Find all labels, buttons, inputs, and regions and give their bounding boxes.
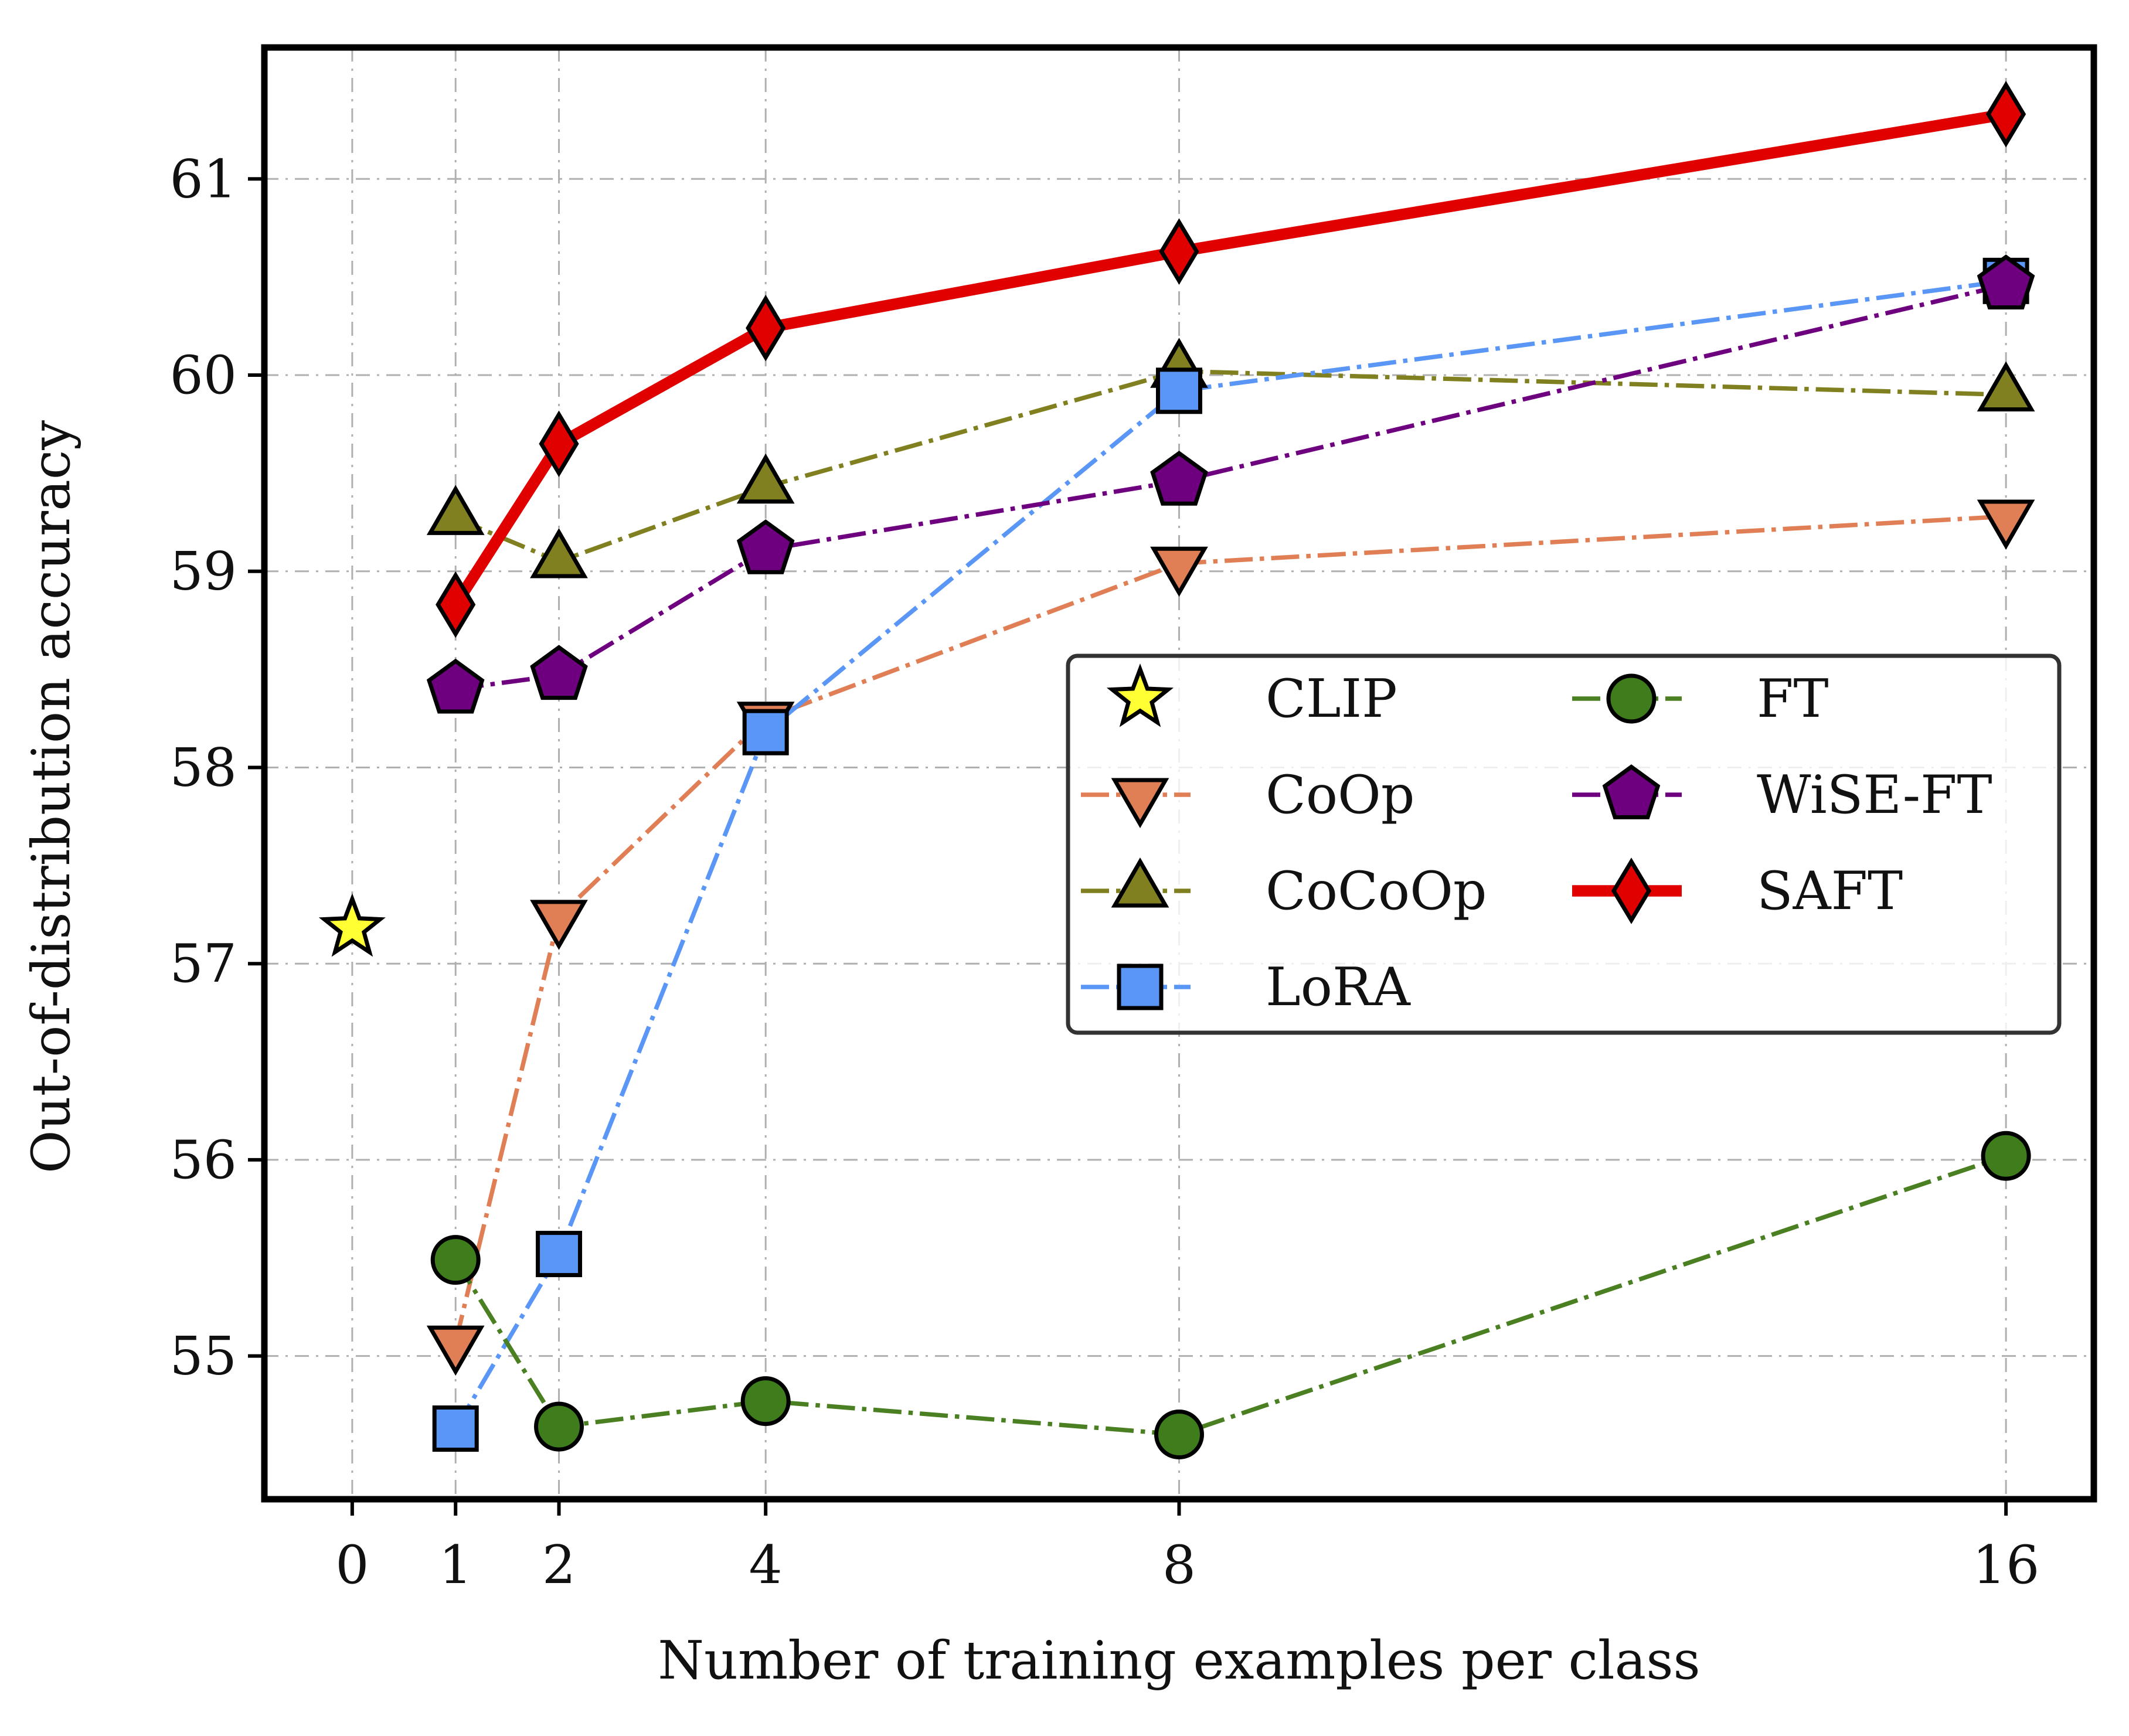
- data-point-wise-ft: [426, 658, 485, 714]
- series-line-cocoop: [454, 369, 2006, 564]
- legend-marker-coop: [1111, 778, 1169, 829]
- x-tick-label: 2: [542, 1534, 576, 1596]
- data-point-lora: [432, 1405, 479, 1452]
- data-point-cocoop: [736, 453, 795, 504]
- x-tick-label: 4: [749, 1534, 783, 1596]
- y-tick-label: 60: [169, 345, 237, 406]
- data-point-saft: [1159, 218, 1199, 285]
- y-tick-label: 57: [169, 933, 237, 995]
- data-point-ft: [534, 1401, 584, 1452]
- legend-label-wise-ft: WiSE-FT: [1757, 764, 1992, 826]
- data-point-wise-ft: [1977, 254, 2035, 309]
- x-tick-label: 16: [1972, 1534, 2040, 1596]
- data-point-coop: [530, 900, 588, 950]
- legend-label-coop: CoOp: [1266, 764, 1414, 826]
- data-point-lora: [1156, 367, 1202, 414]
- legend-label-saft: SAFT: [1757, 860, 1903, 922]
- data-point-saft: [539, 410, 579, 478]
- data-point-wise-ft: [1150, 450, 1208, 506]
- legend-marker-wise-ft: [1602, 764, 1661, 819]
- legend-label-ft: FT: [1757, 668, 1828, 730]
- legend-box: [1066, 653, 2062, 1035]
- data-point-cocoop: [530, 527, 588, 578]
- x-tick-label: 1: [439, 1534, 472, 1596]
- legend-label-cocoop: CoCoOp: [1266, 860, 1487, 922]
- y-axis-ticks: 55 56 57 58 59 60 61: [169, 148, 264, 1387]
- y-tick-label: 61: [169, 148, 237, 210]
- legend-marker-saft: [1611, 857, 1652, 924]
- data-point-ft: [740, 1376, 791, 1427]
- data-point-ft: [1154, 1410, 1204, 1460]
- legend-marker-clip: [1106, 663, 1174, 727]
- legend-label-lora: LoRA: [1266, 956, 1411, 1018]
- series-markers: [318, 80, 2035, 1460]
- data-point-coop: [1977, 499, 2035, 550]
- legend-label-clip: CLIP: [1266, 668, 1397, 730]
- x-tick-label: 0: [335, 1534, 369, 1596]
- data-point-clip: [318, 893, 386, 957]
- y-tick-label: 56: [169, 1129, 237, 1191]
- legend-marker-cocoop: [1111, 857, 1169, 908]
- data-point-wise-ft: [530, 645, 588, 700]
- x-axis-label: Number of training examples per class: [658, 1630, 1700, 1691]
- series-line-ft: [454, 1153, 2007, 1437]
- data-point-cocoop: [1977, 361, 2035, 411]
- legend: CLIP CoOp CoCoOp LoRA FT WiSE-FT SAFT: [1066, 653, 2062, 1035]
- data-point-ft: [1981, 1131, 2031, 1181]
- y-tick-label: 59: [169, 541, 237, 603]
- legend-marker-lora: [1117, 964, 1164, 1010]
- y-axis-label: Out-of-distribution accuracy: [21, 420, 82, 1173]
- data-point-coop: [1150, 546, 1208, 597]
- y-tick-label: 58: [169, 737, 237, 798]
- data-point-ft: [430, 1235, 481, 1285]
- legend-marker-ft: [1606, 673, 1657, 724]
- x-axis-ticks: 0 1 2 4 8 16: [335, 1499, 2039, 1596]
- data-point-lora: [742, 709, 789, 755]
- data-point-coop: [426, 1325, 485, 1376]
- data-point-saft: [746, 294, 786, 362]
- data-point-wise-ft: [736, 519, 795, 574]
- x-tick-label: 8: [1162, 1534, 1196, 1596]
- y-tick-label: 55: [169, 1326, 237, 1387]
- data-point-saft: [436, 571, 476, 638]
- data-point-saft: [1986, 80, 2026, 148]
- series-line-wise-ft: [455, 282, 2006, 692]
- data-point-lora: [536, 1231, 583, 1278]
- data-point-cocoop: [426, 485, 485, 535]
